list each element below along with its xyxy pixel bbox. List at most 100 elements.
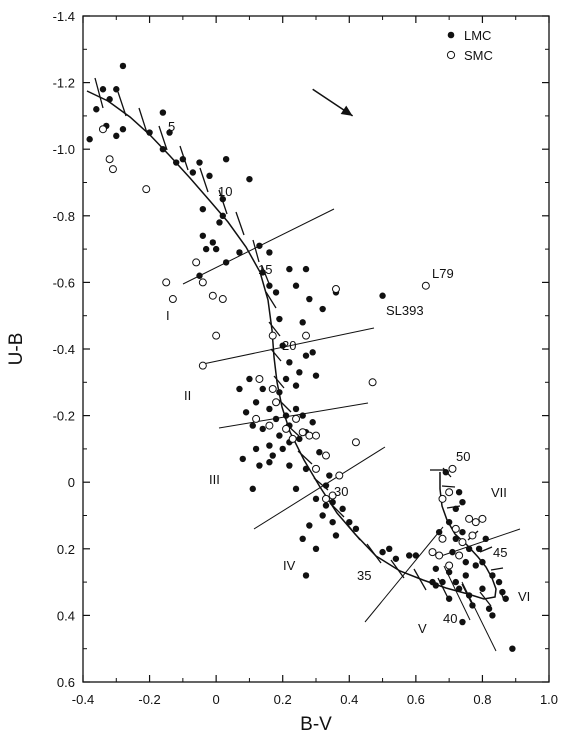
lmc-point (216, 219, 223, 226)
lmc-point (272, 415, 280, 423)
lmc-point (322, 502, 330, 509)
lmc-point (286, 265, 293, 273)
lmc-point (259, 269, 266, 276)
sequence-index-label: 40 (443, 611, 457, 626)
smc-point (328, 491, 337, 500)
x-axis-title: B-V (300, 714, 332, 735)
lmc-point (106, 96, 113, 103)
group-label-vi: VI (518, 589, 530, 604)
smc-point (421, 281, 430, 290)
group-label-i: I (166, 308, 170, 323)
lmc-point (256, 242, 263, 249)
lmc-point (312, 372, 320, 379)
lmc-point (206, 172, 213, 180)
lmc-point (302, 465, 310, 473)
smc-point (321, 494, 330, 503)
smc-point (292, 414, 301, 423)
lmc-point (246, 375, 253, 383)
lmc-point (252, 445, 260, 453)
lmc-point (322, 482, 330, 489)
fiducial-tick (479, 591, 492, 607)
lmc-point (329, 498, 336, 506)
x-tick-label: 0.4 (340, 692, 358, 707)
lmc-point (455, 585, 463, 592)
fiducial-tick (94, 77, 104, 109)
axis-ticks (82, 15, 550, 683)
lmc-point (489, 612, 496, 619)
sequence-index-label: 45 (493, 545, 507, 560)
lmc-point (339, 505, 346, 513)
lmc-point (249, 422, 256, 429)
group-boundary-line (218, 402, 369, 429)
x-tick-label: 1.0 (540, 692, 558, 707)
lmc-point (499, 588, 506, 596)
reddening-arrow-head (340, 105, 353, 116)
group-label-iv: IV (283, 558, 296, 573)
legend-label: SMC (464, 48, 493, 63)
x-tick-label: 0.6 (407, 692, 425, 707)
smc-point (105, 155, 114, 164)
lmc-point (279, 342, 286, 349)
lmc-point (412, 552, 420, 559)
smc-point (312, 431, 320, 440)
lmc-point (219, 212, 226, 219)
smc-point (282, 424, 291, 433)
lmc-point (199, 205, 207, 213)
lmc-point (276, 432, 283, 439)
lmc-point (292, 382, 300, 389)
lmc-point (266, 459, 273, 466)
lmc-point (379, 548, 386, 556)
y-tick-label: -0.4 (53, 342, 75, 357)
fiducial-tick (158, 125, 168, 151)
lmc-point (249, 485, 256, 493)
lmc-point (166, 129, 173, 136)
smc-point (198, 278, 207, 287)
y-tick-label: 0.6 (57, 675, 75, 690)
sequence-index-label: 50 (456, 449, 470, 464)
lmc-point (306, 522, 313, 529)
lmc-point (299, 412, 306, 419)
smc-point (298, 428, 307, 437)
lmc-point (86, 136, 93, 143)
lmc-point (239, 455, 246, 463)
group-boundary-line (364, 526, 444, 623)
fiducial-tick (273, 375, 285, 389)
smc-point (218, 295, 227, 304)
smc-point (312, 464, 320, 473)
lmc-point (302, 352, 310, 359)
group-boundary-line (253, 446, 386, 530)
smc-point (192, 258, 201, 267)
smc-point (428, 548, 437, 557)
lmc-point (189, 169, 197, 176)
lmc-point (113, 86, 120, 93)
smc-point (252, 414, 261, 423)
lmc-point (445, 518, 453, 526)
lmc-point (196, 159, 203, 166)
smc-point (478, 514, 487, 523)
smc-point (445, 488, 454, 497)
lmc-point (326, 472, 333, 479)
group-label-vii: VII (491, 485, 507, 500)
lmc-point (299, 535, 306, 543)
y-tick-label: -0.6 (53, 275, 75, 290)
lmc-point (465, 592, 473, 599)
lmc-point (269, 452, 276, 459)
group-label-v: V (418, 621, 427, 636)
lmc-point (452, 578, 459, 586)
lmc-point (296, 435, 303, 443)
lmc-point (379, 292, 386, 299)
lmc-point (259, 425, 266, 433)
data-points (86, 62, 516, 652)
lmc-point (465, 545, 473, 552)
sequence-index-label: 30 (334, 484, 348, 499)
lmc-point (509, 645, 516, 652)
object-label-sl393: SL393 (386, 303, 424, 318)
x-tick-label: -0.2 (138, 692, 160, 707)
lmc-point (312, 495, 320, 503)
fiducial-tick (413, 568, 427, 591)
lmc-point (319, 305, 326, 313)
lmc-point (352, 525, 360, 533)
y-tick-label: -1.2 (53, 76, 75, 91)
lmc-point (346, 518, 353, 526)
smc-point (168, 295, 177, 304)
